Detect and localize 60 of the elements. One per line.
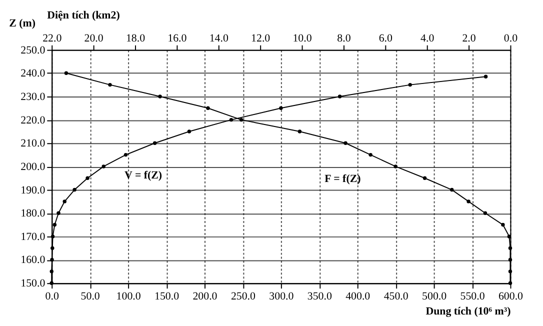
x2-tick-label: 16.0 [168, 32, 188, 44]
point [50, 281, 54, 285]
point [338, 94, 342, 98]
x2-tick-label: 8.0 [337, 32, 352, 44]
x2-tick-label: 4.0 [420, 32, 435, 44]
x-tick-label: 50.0 [80, 290, 100, 302]
x-tick-label: 250.0 [230, 290, 256, 302]
y-tick-label: 250.0 [20, 44, 46, 56]
x-tick-label: 600.0 [498, 290, 524, 302]
x-tick-label: 150.0 [154, 290, 180, 302]
x-tick-label: 300.0 [269, 290, 294, 302]
x-tick-label: 500.0 [422, 290, 448, 302]
x-tick-label: 450.0 [384, 290, 409, 302]
x2-tick-label: 12.0 [251, 32, 271, 44]
x2-axis-title: Diện tích (km2) [47, 10, 120, 22]
point [124, 152, 128, 157]
x-tick-label: 100.0 [116, 290, 142, 302]
point [62, 200, 66, 204]
point [102, 164, 106, 168]
y-tick-label: 240.0 [20, 68, 46, 80]
point [50, 234, 55, 238]
x2-tick-label: 0.0 [504, 32, 518, 44]
x-axis-title: Dung tích (10⁶ m³) [426, 305, 512, 318]
point [86, 176, 90, 180]
x2-tick-label: 2.0 [462, 32, 476, 44]
y-tick-label: 220.0 [20, 114, 46, 126]
point [50, 246, 54, 250]
y-tick-label: 170.0 [20, 230, 46, 243]
point [52, 222, 57, 227]
annotation: F = f(Z) [324, 172, 362, 185]
point [50, 270, 54, 274]
x-tick-label: 350.0 [307, 290, 332, 302]
y-tick-label: 190.0 [20, 184, 46, 196]
x-tick-label: 550.0 [460, 290, 486, 302]
y-tick-label: 230.0 [20, 90, 46, 103]
point [408, 82, 412, 87]
y-tick-label: 210.0 [20, 138, 46, 150]
x2-tick-label: 10.0 [292, 32, 312, 44]
x-tick-label: 200.0 [192, 290, 218, 302]
y-tick-label: 160.0 [20, 254, 46, 266]
x2-tick-label: 14.0 [209, 32, 229, 44]
x2-tick-label: 20.0 [84, 32, 104, 44]
x2-tick-label: 22.0 [42, 32, 62, 44]
point [50, 258, 54, 262]
point [187, 130, 192, 134]
x2-tick-label: 6.0 [378, 32, 394, 44]
x-tick-label: 400.0 [346, 290, 371, 302]
y-tick-label: 180.0 [20, 208, 46, 220]
y-tick-label: 200.0 [20, 160, 46, 173]
point [72, 188, 76, 192]
point [484, 74, 488, 78]
y-tick-label: 150.0 [20, 278, 46, 290]
point [56, 211, 60, 215]
y-axis-title: Z (m) [9, 17, 36, 30]
x-tick-label: 0.0 [45, 290, 60, 302]
point [152, 141, 157, 145]
point [279, 106, 283, 110]
x2-tick-label: 18.0 [126, 32, 146, 44]
point [229, 118, 234, 122]
annotation: V = f(Z) [124, 170, 162, 182]
